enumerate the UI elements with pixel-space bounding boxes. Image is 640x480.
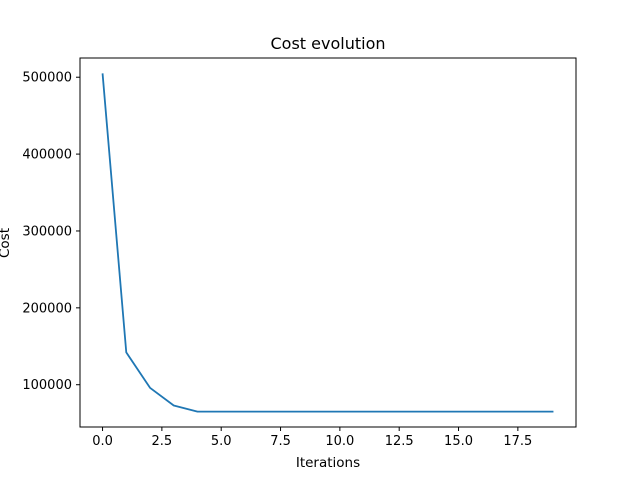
x-axis-ticks: 0.0 2.5 5.0 7.5 10.0 12.5 15.0 17.5 (92, 427, 532, 449)
x-tick-label: 10.0 (325, 434, 354, 449)
chart-title: Cost evolution (271, 34, 386, 53)
y-tick-label: 500000 (22, 71, 72, 86)
y-tick-label: 200000 (22, 301, 72, 316)
cost-series-line (101, 73, 554, 413)
y-axis-label: Cost (0, 228, 13, 258)
x-tick-label: 0.0 (92, 434, 113, 449)
x-tick-label: 7.5 (270, 434, 291, 449)
x-tick-label: 15.0 (444, 434, 473, 449)
x-tick-label: 12.5 (385, 434, 414, 449)
x-tick-label: 17.5 (503, 434, 532, 449)
x-tick-label: 2.5 (152, 434, 173, 449)
plot-frame (79, 57, 577, 428)
y-tick-label: 400000 (22, 148, 72, 163)
y-tick-label: 300000 (22, 224, 72, 239)
x-axis-label: Iterations (296, 455, 360, 471)
y-tick-label: 100000 (22, 378, 72, 393)
y-axis-ticks: 100000 200000 300000 400000 500000 (22, 71, 80, 393)
x-tick-label: 5.0 (211, 434, 232, 449)
